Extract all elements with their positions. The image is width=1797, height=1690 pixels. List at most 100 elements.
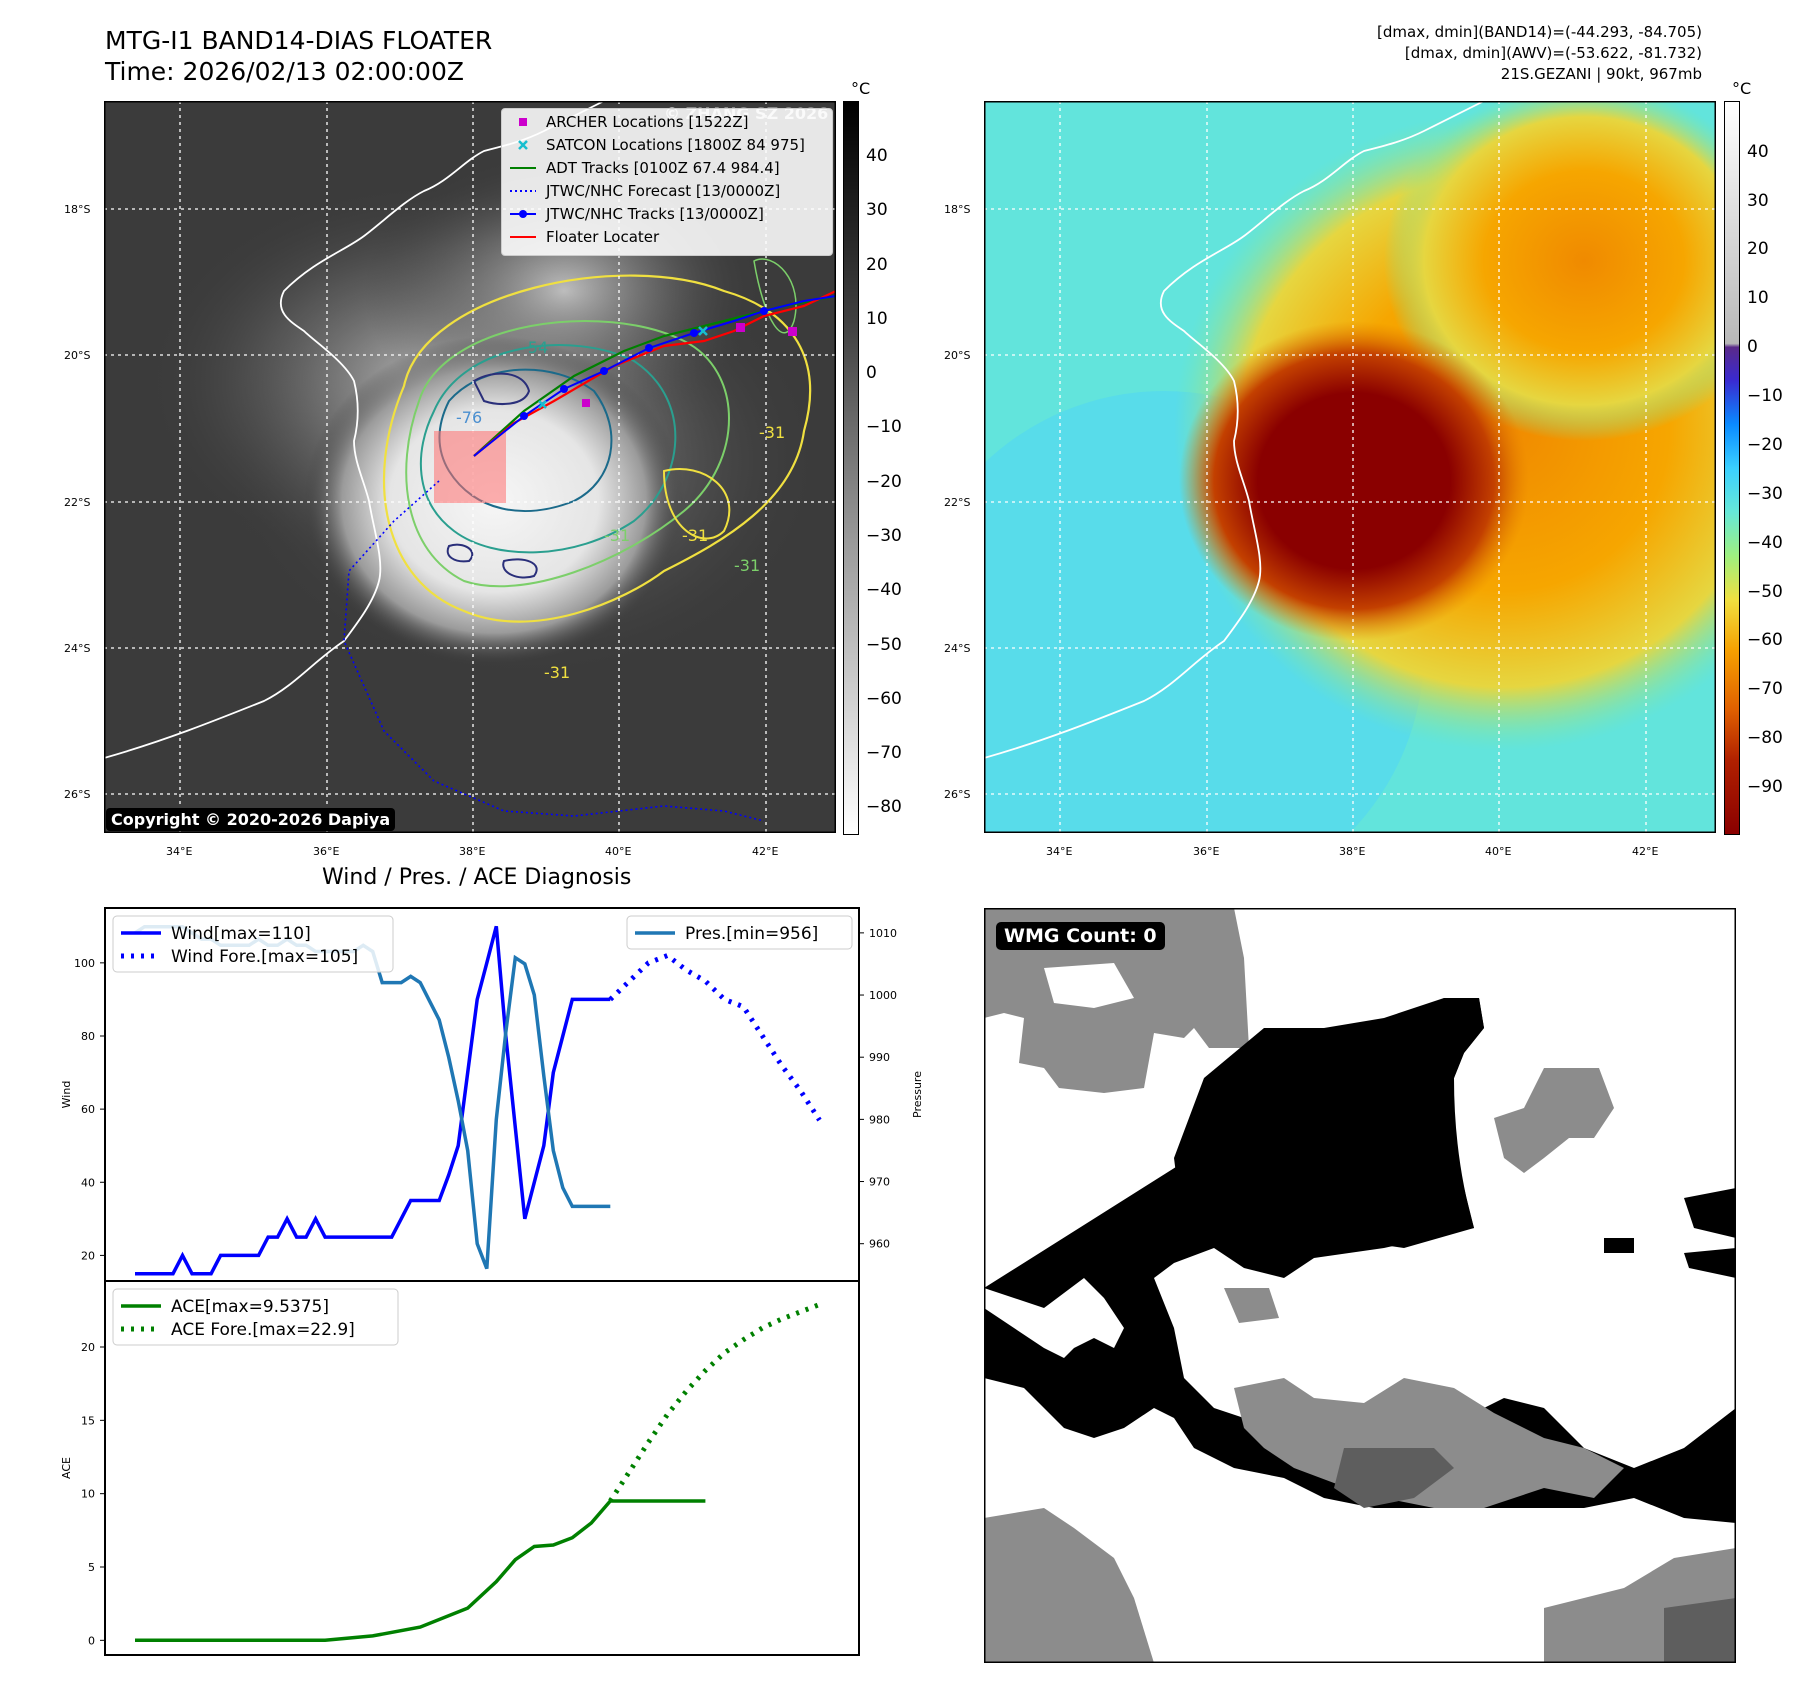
info-band14: [dmax, dmin](BAND14)=(-44.293, -84.705) [1377,23,1702,41]
contour-label: -31 [604,526,630,545]
legend-label: Pres.[min=956] [685,924,818,944]
y2-tick-label: 1000 [869,989,897,1002]
colorbar-gray-tick: −70 [866,743,902,763]
colorbar-gray-tick: −30 [866,526,902,546]
legend-label: ACE Fore.[max=22.9] [171,1320,355,1340]
colorbar-awv-tick: −30 [1747,484,1783,504]
y-tick-label: 100 [74,957,95,970]
colorbar-gray-tick: −10 [866,417,902,437]
colorbar-awv-tick: 20 [1747,239,1769,259]
colorbar-gray-tick: −20 [866,472,902,492]
lat-label: 20°S [64,349,91,362]
colorbar-awv-tick: −70 [1747,679,1783,699]
lat-label: 22°S [944,496,971,509]
colorbar-gray-tick: −40 [866,580,902,600]
lon-label: 40°E [605,845,632,858]
colorbar-gray-tick: 0 [866,363,877,383]
ace-series-line [135,1499,706,1643]
wmg-image [983,907,1737,1664]
legend-label: Wind[max=110] [171,924,311,944]
colorbar-gray-tick: 30 [866,200,888,220]
colorbar-awv-tick: −10 [1747,386,1783,406]
y2-tick-label: 960 [869,1238,890,1251]
legend-label: ARCHER Locations [1522Z] [546,113,749,131]
colorbar-awv-tick: −40 [1747,533,1783,553]
y-tick-label: 40 [81,1176,95,1189]
lon-label: 38°E [459,845,486,858]
lon-label: 36°E [1193,845,1220,858]
line-icon [510,236,536,238]
lon-label: 34°E [1046,845,1073,858]
figure-title-line1: MTG-I1 BAND14-DIAS FLOATER [105,26,493,55]
colorbar-awv-unit: °C [1732,79,1752,98]
square-marker-icon [519,118,527,126]
y-tick-label: 80 [81,1030,95,1043]
wmg-count-badge: WMG Count: 0 [996,922,1165,950]
colorbar-awv [1724,101,1740,835]
lat-label: 24°S [944,642,971,655]
legend-label: JTWC/NHC Forecast [13/0000Z] [546,182,781,200]
legend-satcon: SATCON Locations [1800Z 84 975] [510,134,805,156]
wind-forecast-series-line [608,952,822,1122]
colorbar-awv-tick: 30 [1747,191,1769,211]
colorbar-awv-tick: −20 [1747,435,1783,455]
wind-axis-label: Wind [60,1081,73,1109]
x-marker-icon [518,140,528,150]
y2-tick-label: 1010 [869,927,897,940]
y-tick-label: 20 [81,1341,95,1354]
lat-label: 26°S [64,788,91,801]
pressure-axis-label: Pressure [911,1071,924,1118]
y-tick-label: 10 [81,1488,95,1501]
lat-label: 18°S [64,203,91,216]
lon-label: 40°E [1485,845,1512,858]
awv-map-panel [904,81,1797,911]
lon-label: 42°E [1632,845,1659,858]
lat-label: 24°S [64,642,91,655]
contour-label: -31 [544,663,570,682]
contour-label: -31 [734,556,760,575]
ace-legend [112,1288,399,1346]
legend-label: SATCON Locations [1800Z 84 975] [546,136,805,154]
colorbar-gray-tick: −80 [866,797,902,817]
y2-tick-label: 990 [869,1051,890,1064]
awv-map-image [904,81,1797,911]
y-tick-label: 60 [81,1103,95,1116]
y-tick-label: 20 [81,1249,95,1262]
lat-label: 22°S [64,496,91,509]
legend-jtwc-tracks: JTWC/NHC Tracks [13/0000Z] [510,203,764,225]
diagnosis-title: Wind / Pres. / ACE Diagnosis [322,865,632,890]
colorbar-gray-tick: −60 [866,689,902,709]
colorbar-gray-unit: °C [851,79,871,98]
legend-label: ADT Tracks [0100Z 67.4 984.4] [546,159,780,177]
map-legend: ARCHER Locations [1522Z] SATCON Location… [501,108,833,256]
contour-label: -76 [456,408,482,427]
colorbar-gray [843,101,859,835]
copyright-badge: Copyright © 2020-2026 Dapiya [106,808,396,831]
floater-locater-track [473,290,837,457]
colorbar-awv-tick: 0 [1747,337,1758,357]
legend-adt: ADT Tracks [0100Z 67.4 984.4] [510,157,780,179]
contour-label: -31 [682,526,708,545]
colorbar-gray-tick: 40 [866,146,888,166]
y-tick-label: 15 [81,1414,95,1427]
legend-label: Wind Fore.[max=105] [171,947,358,967]
colorbar-awv-tick: 10 [1747,288,1769,308]
legend-label: JTWC/NHC Tracks [13/0000Z] [546,205,764,223]
lon-label: 38°E [1339,845,1366,858]
legend-floater: Floater Locater [510,226,659,248]
legend-jtwc-forecast: JTWC/NHC Forecast [13/0000Z] [510,180,780,202]
dotted-line-icon [510,190,536,192]
colorbar-awv-tick: −80 [1747,728,1783,748]
legend-label: ACE[max=9.5375] [171,1297,329,1317]
jtwc-forecast-track [343,480,765,822]
y-tick-label: 0 [88,1634,95,1647]
line-icon [510,167,536,169]
contour-label: -31 [759,423,785,442]
ir-map-panel: -54 -76 -31 -31 -31 -31 -31 © ZHANG SZ 2… [103,100,837,834]
lat-label: 18°S [944,203,971,216]
y2-tick-label: 970 [869,1176,890,1189]
wind-pressure-chart: 20 40 60 80 100 960 970 980 990 1000 1010 0 5 10 15 20 W… [60,907,924,1656]
colorbar-gray-tick: 10 [866,309,888,329]
wind-legend [112,915,394,973]
pressure-legend [626,915,853,950]
